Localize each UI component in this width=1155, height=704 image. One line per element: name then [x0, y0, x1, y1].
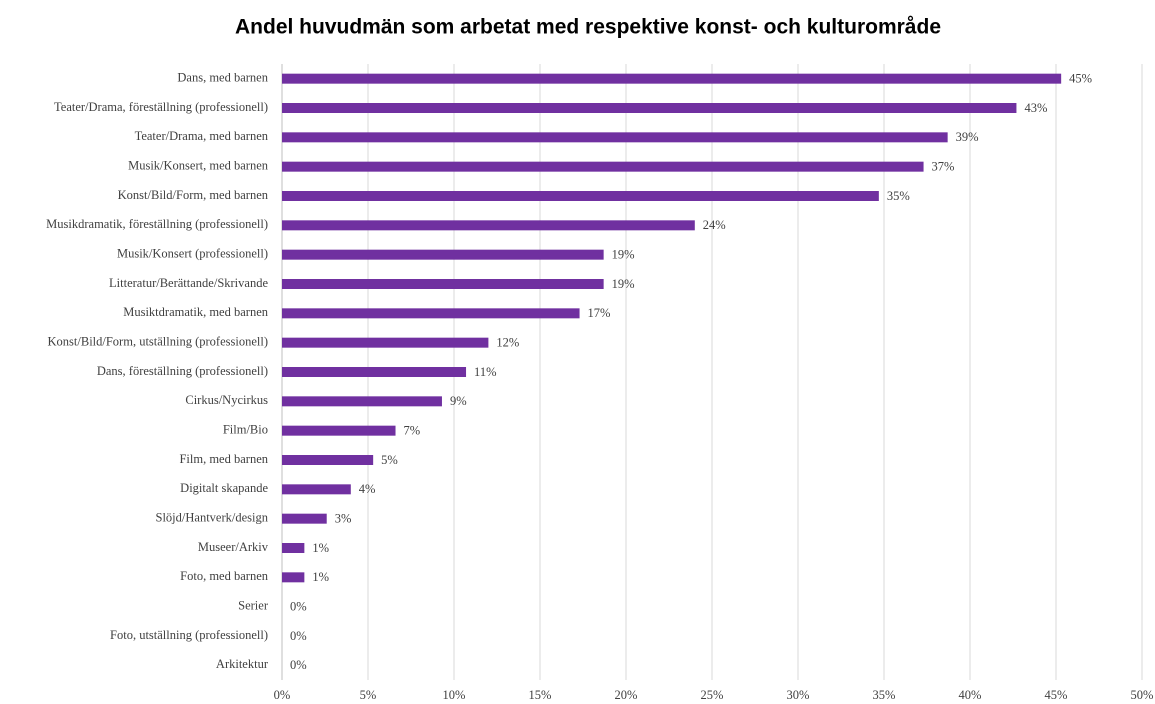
bar: [282, 73, 1062, 84]
bar: [282, 191, 879, 201]
x-tick-label: 5%: [360, 688, 377, 702]
data-label: 19%: [612, 248, 635, 262]
bar: [282, 337, 489, 348]
bar: [282, 249, 604, 260]
y-tick-label: Musikdramatik, föreställning (profession…: [46, 217, 268, 231]
y-tick-label: Musik/Konsert, med barnen: [128, 159, 269, 173]
bar: [282, 367, 467, 377]
data-label: 12%: [496, 336, 519, 350]
y-tick-label: Konst/Bild/Form, utställning (profession…: [48, 335, 268, 349]
data-label: 1%: [312, 541, 329, 555]
y-tick-label: Konst/Bild/Form, med barnen: [118, 188, 269, 202]
data-label: 4%: [359, 482, 376, 496]
x-tick-label: 25%: [701, 688, 724, 702]
y-tick-label: Digitalt skapande: [180, 481, 268, 495]
bar: [282, 279, 604, 289]
data-label: 7%: [404, 424, 421, 438]
chart-title: Andel huvudmän som arbetat med respektiv…: [235, 16, 941, 39]
data-label: 9%: [450, 394, 467, 408]
data-label: 37%: [932, 160, 955, 174]
x-tick-label: 50%: [1131, 688, 1154, 702]
data-label: 24%: [703, 218, 726, 232]
x-tick-label: 20%: [615, 688, 638, 702]
bar: [282, 103, 1017, 113]
data-label: 43%: [1024, 101, 1047, 115]
data-label: 11%: [474, 365, 496, 379]
data-label: 1%: [312, 570, 329, 584]
y-tick-label: Slöjd/Hantverk/design: [156, 511, 269, 525]
y-tick-label: Arkitektur: [216, 657, 269, 671]
x-tick-label: 40%: [959, 688, 982, 702]
y-tick-label: Foto, utställning (professionell): [110, 628, 268, 642]
bar: [282, 455, 374, 465]
data-label: 17%: [588, 306, 611, 320]
y-tick-label: Museer/Arkiv: [198, 540, 269, 554]
y-tick-label: Teater/Drama, föreställning (professione…: [54, 100, 268, 114]
bar: [282, 484, 351, 495]
data-label: 0%: [290, 658, 307, 672]
y-tick-label: Dans, föreställning (professionell): [97, 364, 268, 378]
y-tick-label: Dans, med barnen: [177, 71, 268, 85]
data-label: 3%: [335, 512, 352, 526]
x-tick-label: 10%: [443, 688, 466, 702]
y-tick-label: Cirkus/Nycirkus: [185, 393, 268, 407]
bar: [282, 425, 396, 436]
bar: [282, 513, 327, 524]
y-tick-label: Litteratur/Berättande/Skrivande: [109, 276, 268, 290]
bar: [282, 396, 442, 407]
x-tick-label: 35%: [873, 688, 896, 702]
bar: [282, 572, 305, 583]
x-tick-label: 30%: [787, 688, 810, 702]
data-label: 45%: [1069, 72, 1092, 86]
x-tick-label: 45%: [1045, 688, 1068, 702]
y-tick-label: Serier: [238, 599, 269, 613]
bar: [282, 543, 305, 553]
bar: [282, 161, 924, 172]
x-tick-label: 0%: [274, 688, 291, 702]
bar: [282, 308, 580, 319]
y-tick-label: Musiktdramatik, med barnen: [123, 305, 269, 319]
y-tick-label: Foto, med barnen: [180, 569, 269, 583]
y-tick-label: Film/Bio: [223, 423, 268, 437]
data-label: 39%: [956, 130, 979, 144]
y-tick-label: Teater/Drama, med barnen: [135, 129, 269, 143]
data-label: 35%: [887, 189, 910, 203]
x-tick-label: 15%: [529, 688, 552, 702]
y-tick-label: Film, med barnen: [179, 452, 268, 466]
data-label: 19%: [612, 277, 635, 291]
bar: [282, 132, 948, 143]
bar: [282, 220, 695, 231]
data-label: 5%: [381, 453, 398, 467]
data-label: 0%: [290, 629, 307, 643]
y-tick-label: Musik/Konsert (professionell): [117, 247, 268, 261]
data-label: 0%: [290, 600, 307, 614]
